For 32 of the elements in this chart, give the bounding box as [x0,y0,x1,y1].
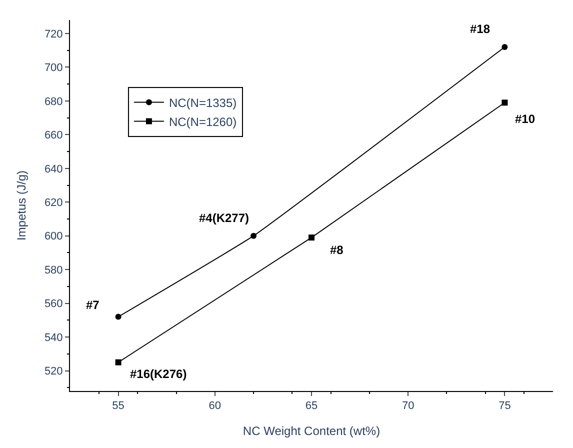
point [115,314,122,320]
point [308,234,314,241]
annotation: #8 [330,243,344,257]
y-tick-label: 640 [44,163,63,176]
x-axis-title: NC Weight Content (wt%) [242,424,380,438]
x-tick-label: 65 [305,400,318,412]
annotation: #16(K276) [130,367,187,381]
y-tick-label: 600 [44,230,63,243]
x-tick-label: 60 [208,400,222,412]
y-axis-title: Impetus (J/g) [14,170,29,241]
annotation: #4(K277) [199,211,250,225]
y-tick-label: 720 [44,28,63,40]
annotation: #10 [515,112,536,126]
y-tick-label: 560 [44,298,63,310]
point [115,359,122,366]
point [250,232,257,239]
y-tick-label: 520 [44,366,63,378]
legend-label: NC(N=1335) [168,96,237,110]
x-tick-label: 75 [498,400,511,412]
y-tick-label: 580 [44,264,63,276]
y-tick-label: 620 [44,196,63,209]
legend-label: NC(N=1260) [168,114,237,129]
y-tick-label: 660 [44,130,63,142]
point [502,44,508,50]
annotation: #18 [470,22,490,36]
y-tick-label: 540 [44,332,63,344]
y-tick-label: 700 [44,62,63,74]
annotation: #7 [86,298,100,312]
x-tick-label: 70 [402,400,414,412]
x-tick-label: 55 [112,400,124,412]
point [502,100,508,106]
y-tick-label: 680 [44,96,63,108]
